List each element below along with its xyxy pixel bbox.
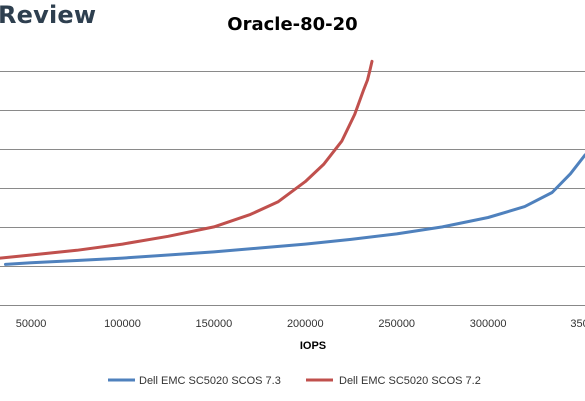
series-line-2 [0,59,374,260]
x-tick-label: 50000 [16,318,47,330]
x-tick-label: 100000 [104,318,141,330]
x-tick-label: 150000 [196,318,233,330]
chart-title: Oracle-80-20 [227,14,358,35]
x-tick-label: 200000 [287,318,324,330]
series-line-1 [4,153,585,266]
x-tick-label: 350 [570,318,585,330]
x-tick-label: 250000 [378,318,415,330]
x-axis-tick-labels: 50000 100000 150000 200000 250000 300000 350 [16,318,585,330]
chart-legend: Dell EMC SC5020 SCOS 7.3 Dell EMC SC5020 … [108,375,481,387]
legend-label-1: Dell EMC SC5020 SCOS 7.3 [139,375,281,387]
x-axis-label: IOPS [300,340,326,352]
x-tick-label: 300000 [470,318,507,330]
gridlines [0,71,585,306]
legend-label-2: Dell EMC SC5020 SCOS 7.2 [339,375,481,387]
brand-logo-text: Review [0,1,97,29]
series-lines [0,59,585,266]
